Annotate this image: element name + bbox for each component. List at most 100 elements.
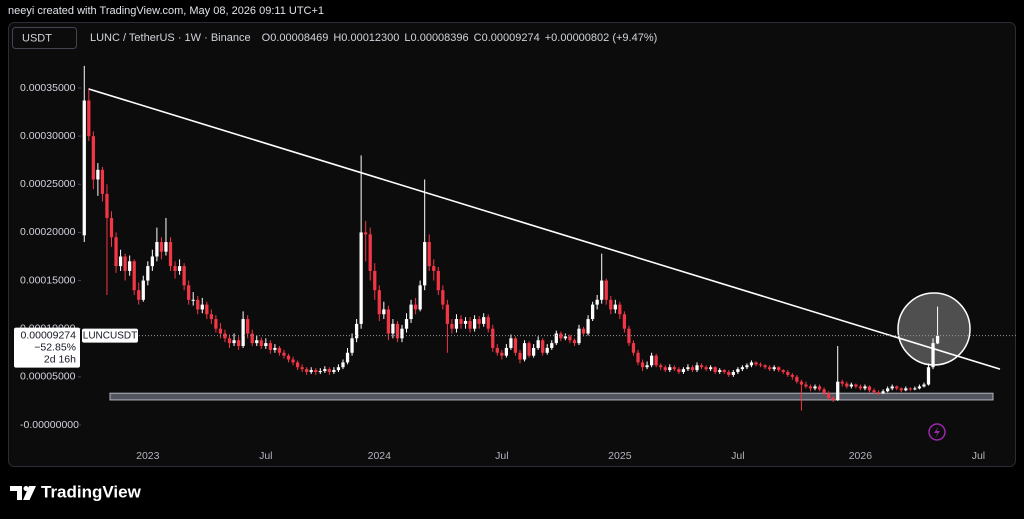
candle-body — [677, 369, 681, 373]
candle-body — [255, 340, 259, 344]
candle-body — [604, 280, 608, 300]
candle-body — [867, 386, 872, 391]
candle-body — [745, 365, 749, 368]
credit: neeyi created with TradingView.com, May … — [8, 5, 324, 17]
candle-body — [463, 320, 468, 324]
candle-body — [831, 398, 835, 400]
candle-body — [858, 386, 863, 389]
candle-body — [105, 193, 109, 218]
x-tick-label: Jul — [495, 450, 508, 462]
candle-body — [268, 343, 272, 350]
currency-button[interactable] — [12, 27, 77, 49]
candle-body — [459, 319, 463, 324]
candle-body — [427, 242, 431, 267]
legend-value: 0.00012300 — [341, 32, 399, 44]
candle-body — [309, 370, 313, 373]
candle-body — [318, 371, 322, 373]
candle-body — [436, 270, 440, 291]
candle-body — [695, 365, 699, 371]
candle-body — [890, 386, 894, 389]
candle-body — [441, 290, 445, 305]
candle-body — [581, 328, 586, 334]
candle-body — [763, 365, 767, 368]
candle-body — [699, 365, 704, 368]
currency-label: USDT — [22, 32, 52, 44]
candle-body — [926, 367, 931, 385]
candle-body — [568, 336, 572, 341]
candle-body — [345, 352, 350, 363]
candle-body — [727, 372, 731, 375]
candle-body — [531, 347, 536, 356]
candle-body — [141, 280, 145, 300]
candle-body — [200, 304, 204, 310]
candle-body — [913, 388, 917, 390]
y-tick-label: 0.00005000 — [20, 371, 76, 383]
x-tick-label: 2023 — [136, 450, 160, 462]
candle-body — [922, 384, 926, 387]
candle-body — [931, 343, 935, 368]
candle-body — [445, 304, 450, 324]
candle-body — [364, 232, 368, 235]
candle-body — [146, 266, 150, 281]
candle-body — [690, 367, 695, 371]
candle-body — [168, 242, 173, 267]
y-tick-label: 0.00035000 — [20, 82, 76, 94]
candle-body — [777, 367, 781, 371]
y-tick-label: 0.00025000 — [20, 178, 76, 190]
candle-body — [845, 383, 849, 387]
legend-value: 0.00009274 — [482, 32, 540, 44]
candle-body — [554, 333, 558, 344]
candle-body — [482, 317, 486, 324]
candle-body — [713, 367, 717, 373]
candle-body — [881, 391, 885, 394]
logo-seven — [10, 486, 22, 500]
candle-body — [886, 388, 890, 392]
candle-body — [799, 381, 804, 385]
candle-body — [332, 370, 336, 373]
candle-body — [595, 299, 599, 305]
candle-body — [935, 335, 940, 344]
y-tick-label: 0.00020000 — [20, 226, 76, 238]
candle-body — [863, 386, 867, 389]
candle-body — [236, 340, 241, 347]
candle-body — [409, 304, 413, 320]
x-tick-label: Jul — [972, 450, 985, 462]
candle-body — [758, 364, 763, 366]
candle-body — [209, 314, 213, 320]
candle-body — [282, 352, 286, 356]
candle-body — [182, 266, 186, 286]
candle-body — [849, 384, 853, 387]
candle-body — [522, 343, 527, 360]
x-tick-label: Jul — [259, 450, 272, 462]
candle-body — [155, 242, 159, 257]
candle-body — [273, 347, 277, 350]
candle-body — [277, 347, 282, 353]
candle-body — [128, 261, 132, 271]
candle-body — [173, 266, 177, 271]
candle-body — [187, 285, 191, 300]
candle-body — [804, 384, 808, 387]
candle-body — [817, 386, 822, 390]
price-tag-value: 0.00009274 — [21, 329, 77, 341]
candle-body — [872, 390, 876, 393]
candle-body — [577, 328, 581, 344]
candle-body — [91, 136, 95, 180]
candle-body — [164, 242, 168, 252]
logo-dot — [23, 486, 29, 491]
symbol: LUNC / TetherUS · 1W · Binance — [90, 32, 251, 44]
candle-body — [876, 392, 881, 394]
candle-body — [400, 328, 404, 339]
candle-body — [386, 309, 391, 334]
candle-body — [509, 338, 513, 348]
candle-body — [468, 320, 472, 329]
candle-body — [377, 290, 381, 315]
candle-body — [563, 336, 568, 339]
candle-body — [159, 242, 164, 252]
candle-body — [214, 319, 218, 329]
candle-body — [486, 317, 490, 329]
legend-value: 0.00008469 — [270, 32, 328, 44]
legend-change: +0.00000802 (+9.47%) — [545, 32, 658, 44]
candle-body — [854, 384, 858, 387]
candle-body — [600, 280, 604, 300]
candle-body — [218, 328, 223, 334]
